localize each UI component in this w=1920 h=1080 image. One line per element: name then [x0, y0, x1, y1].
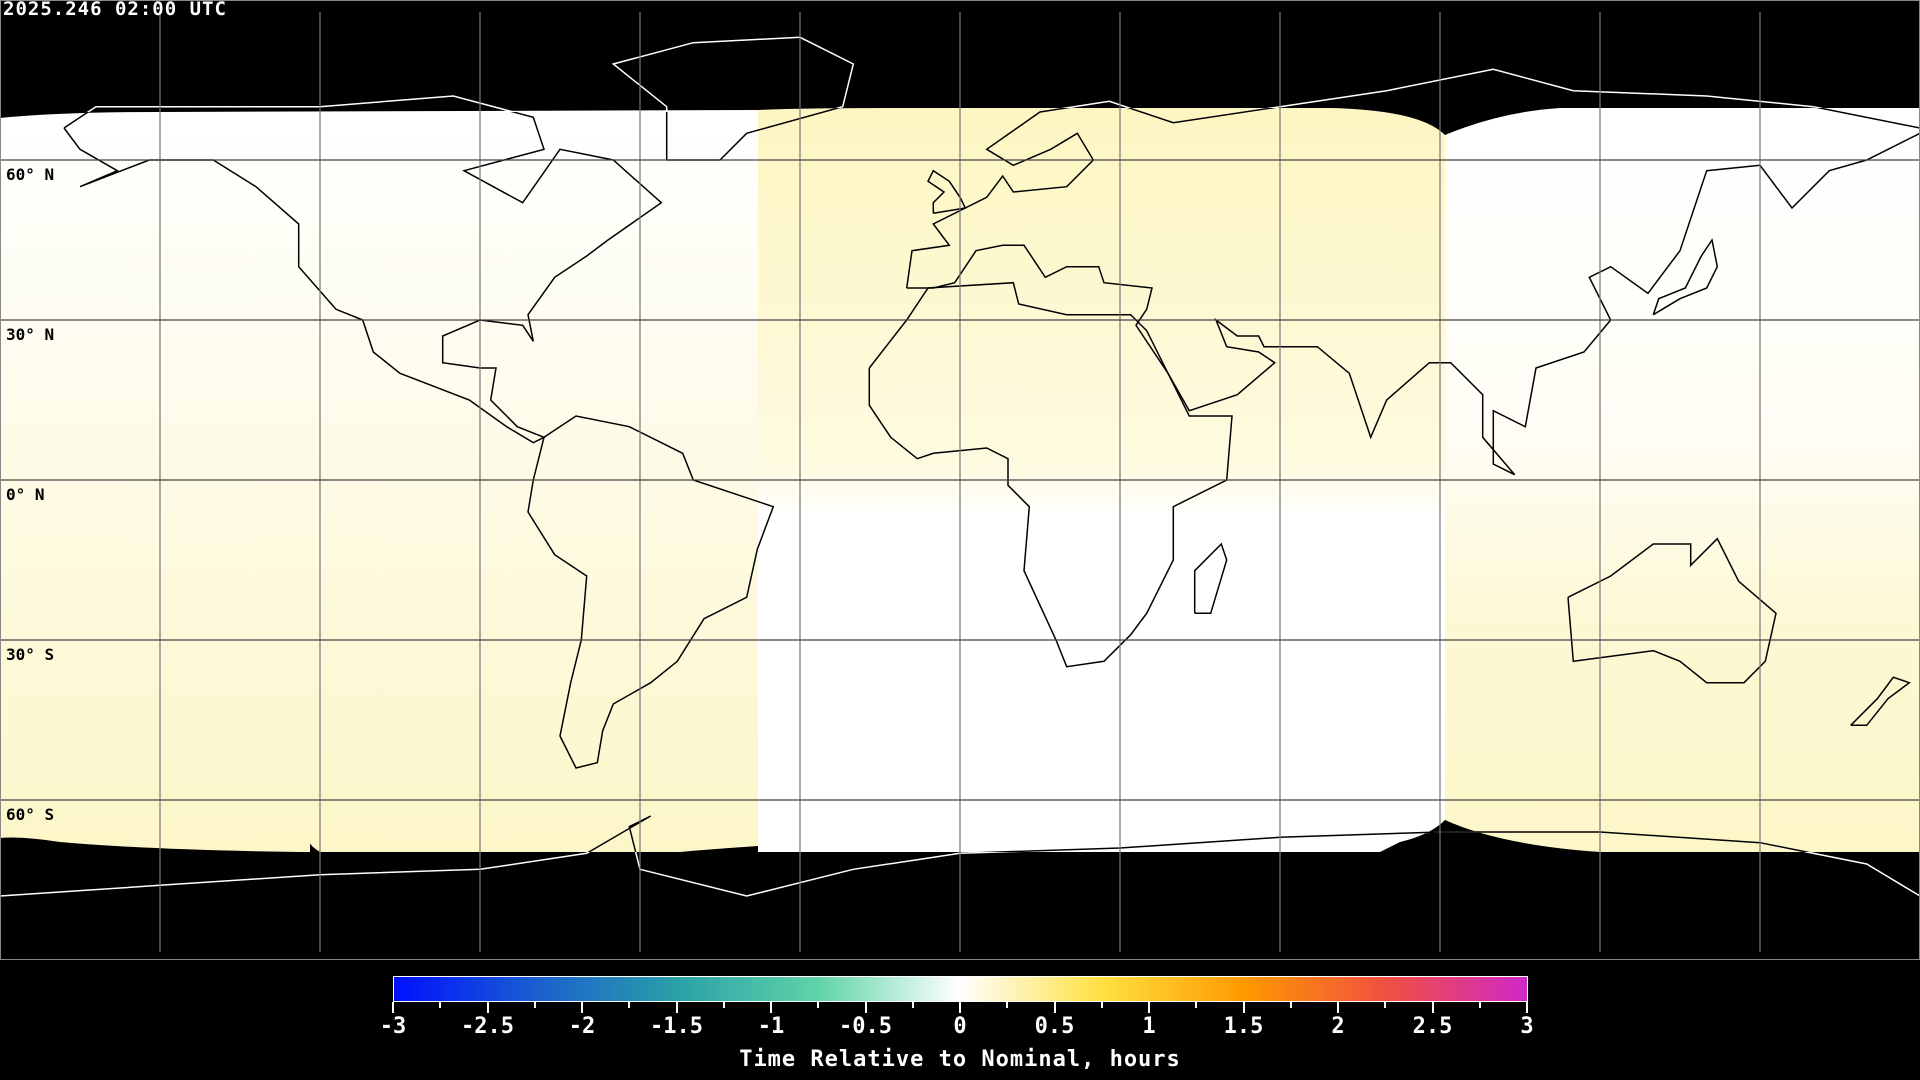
- coastline-new-zealand: [1850, 676, 1911, 727]
- world-map: [0, 0, 1920, 960]
- timestamp: 2025.246 02:00 UTC: [3, 0, 227, 20]
- colorbar-tick: [1053, 1002, 1056, 1013]
- coastline-south-america: [527, 415, 775, 769]
- colorbar-tick-label: 0.5: [1034, 1014, 1075, 1039]
- colorbar-tick-label: -2: [568, 1014, 596, 1039]
- colorbar-tick: [1242, 1002, 1245, 1013]
- colorbar-tick: [486, 1002, 489, 1013]
- colorbar-tick-label: 2.5: [1412, 1014, 1453, 1039]
- colorbar-tick: [1526, 1002, 1528, 1013]
- colorbar-tick-label: 1: [1142, 1014, 1156, 1039]
- colorbar-tick: [439, 1002, 442, 1008]
- coastline-north-america: [63, 108, 663, 444]
- colorbar-tick-label: -0.5: [839, 1014, 892, 1039]
- colorbar-tick: [628, 1002, 631, 1008]
- coastline-madagascar: [1193, 542, 1228, 615]
- colorbar-tick: [1289, 1002, 1292, 1008]
- coastline-greenland: [611, 108, 855, 161]
- colorbar-tick: [581, 1002, 583, 1013]
- colorbar-tick-label: -2.5: [461, 1014, 514, 1039]
- colorbar-tick-label: 2: [1331, 1014, 1345, 1039]
- colorbar-tick: [1148, 1002, 1150, 1013]
- colorbar: [393, 976, 1528, 1002]
- colorbar-tick: [533, 1002, 536, 1008]
- colorbar-tick: [864, 1002, 867, 1013]
- colorbar-title: Time Relative to Nominal, hours: [739, 1047, 1181, 1072]
- colorbar-tick: [675, 1002, 678, 1013]
- colorbar-tick: [392, 1002, 394, 1013]
- colorbar-tick-label: 0: [953, 1014, 967, 1039]
- lat-label-0: 0° N: [6, 485, 45, 504]
- lat-label-60s: 60° S: [6, 805, 55, 824]
- colorbar-tick-label: -3: [379, 1014, 407, 1039]
- colorbar-tick: [1337, 1002, 1339, 1013]
- colorbar-tick: [1478, 1002, 1481, 1008]
- colorbar-tick: [770, 1002, 772, 1013]
- coastline-australia: [1567, 537, 1777, 684]
- colorbar-tick: [722, 1002, 725, 1008]
- coastline-antarctica: [0, 815, 1920, 852]
- colorbar-tick: [1006, 1002, 1009, 1008]
- colorbar-tick: [1431, 1002, 1434, 1013]
- colorbar-tick: [911, 1002, 914, 1008]
- lat-label-60n: 60° N: [6, 165, 55, 184]
- coastline-japan: [1652, 238, 1719, 316]
- coverage-region-west: [0, 110, 758, 852]
- colorbar-tick: [1195, 1002, 1198, 1008]
- colorbar-tick: [1100, 1002, 1103, 1008]
- colorbar-tick: [817, 1002, 820, 1008]
- lat-label-30s: 30° S: [6, 645, 55, 664]
- coastline-great-britain: [927, 169, 967, 215]
- colorbar-tick: [1384, 1002, 1387, 1008]
- lat-label-30n: 30° N: [6, 325, 55, 344]
- colorbar-tick-label: -1: [757, 1014, 785, 1039]
- colorbar-tick-label: -1.5: [650, 1014, 703, 1039]
- colorbar-tick-label: 1.5: [1223, 1014, 1264, 1039]
- colorbar-tick-label: 3: [1520, 1014, 1534, 1039]
- colorbar-tick: [959, 1002, 961, 1013]
- graticule: [0, 0, 1920, 960]
